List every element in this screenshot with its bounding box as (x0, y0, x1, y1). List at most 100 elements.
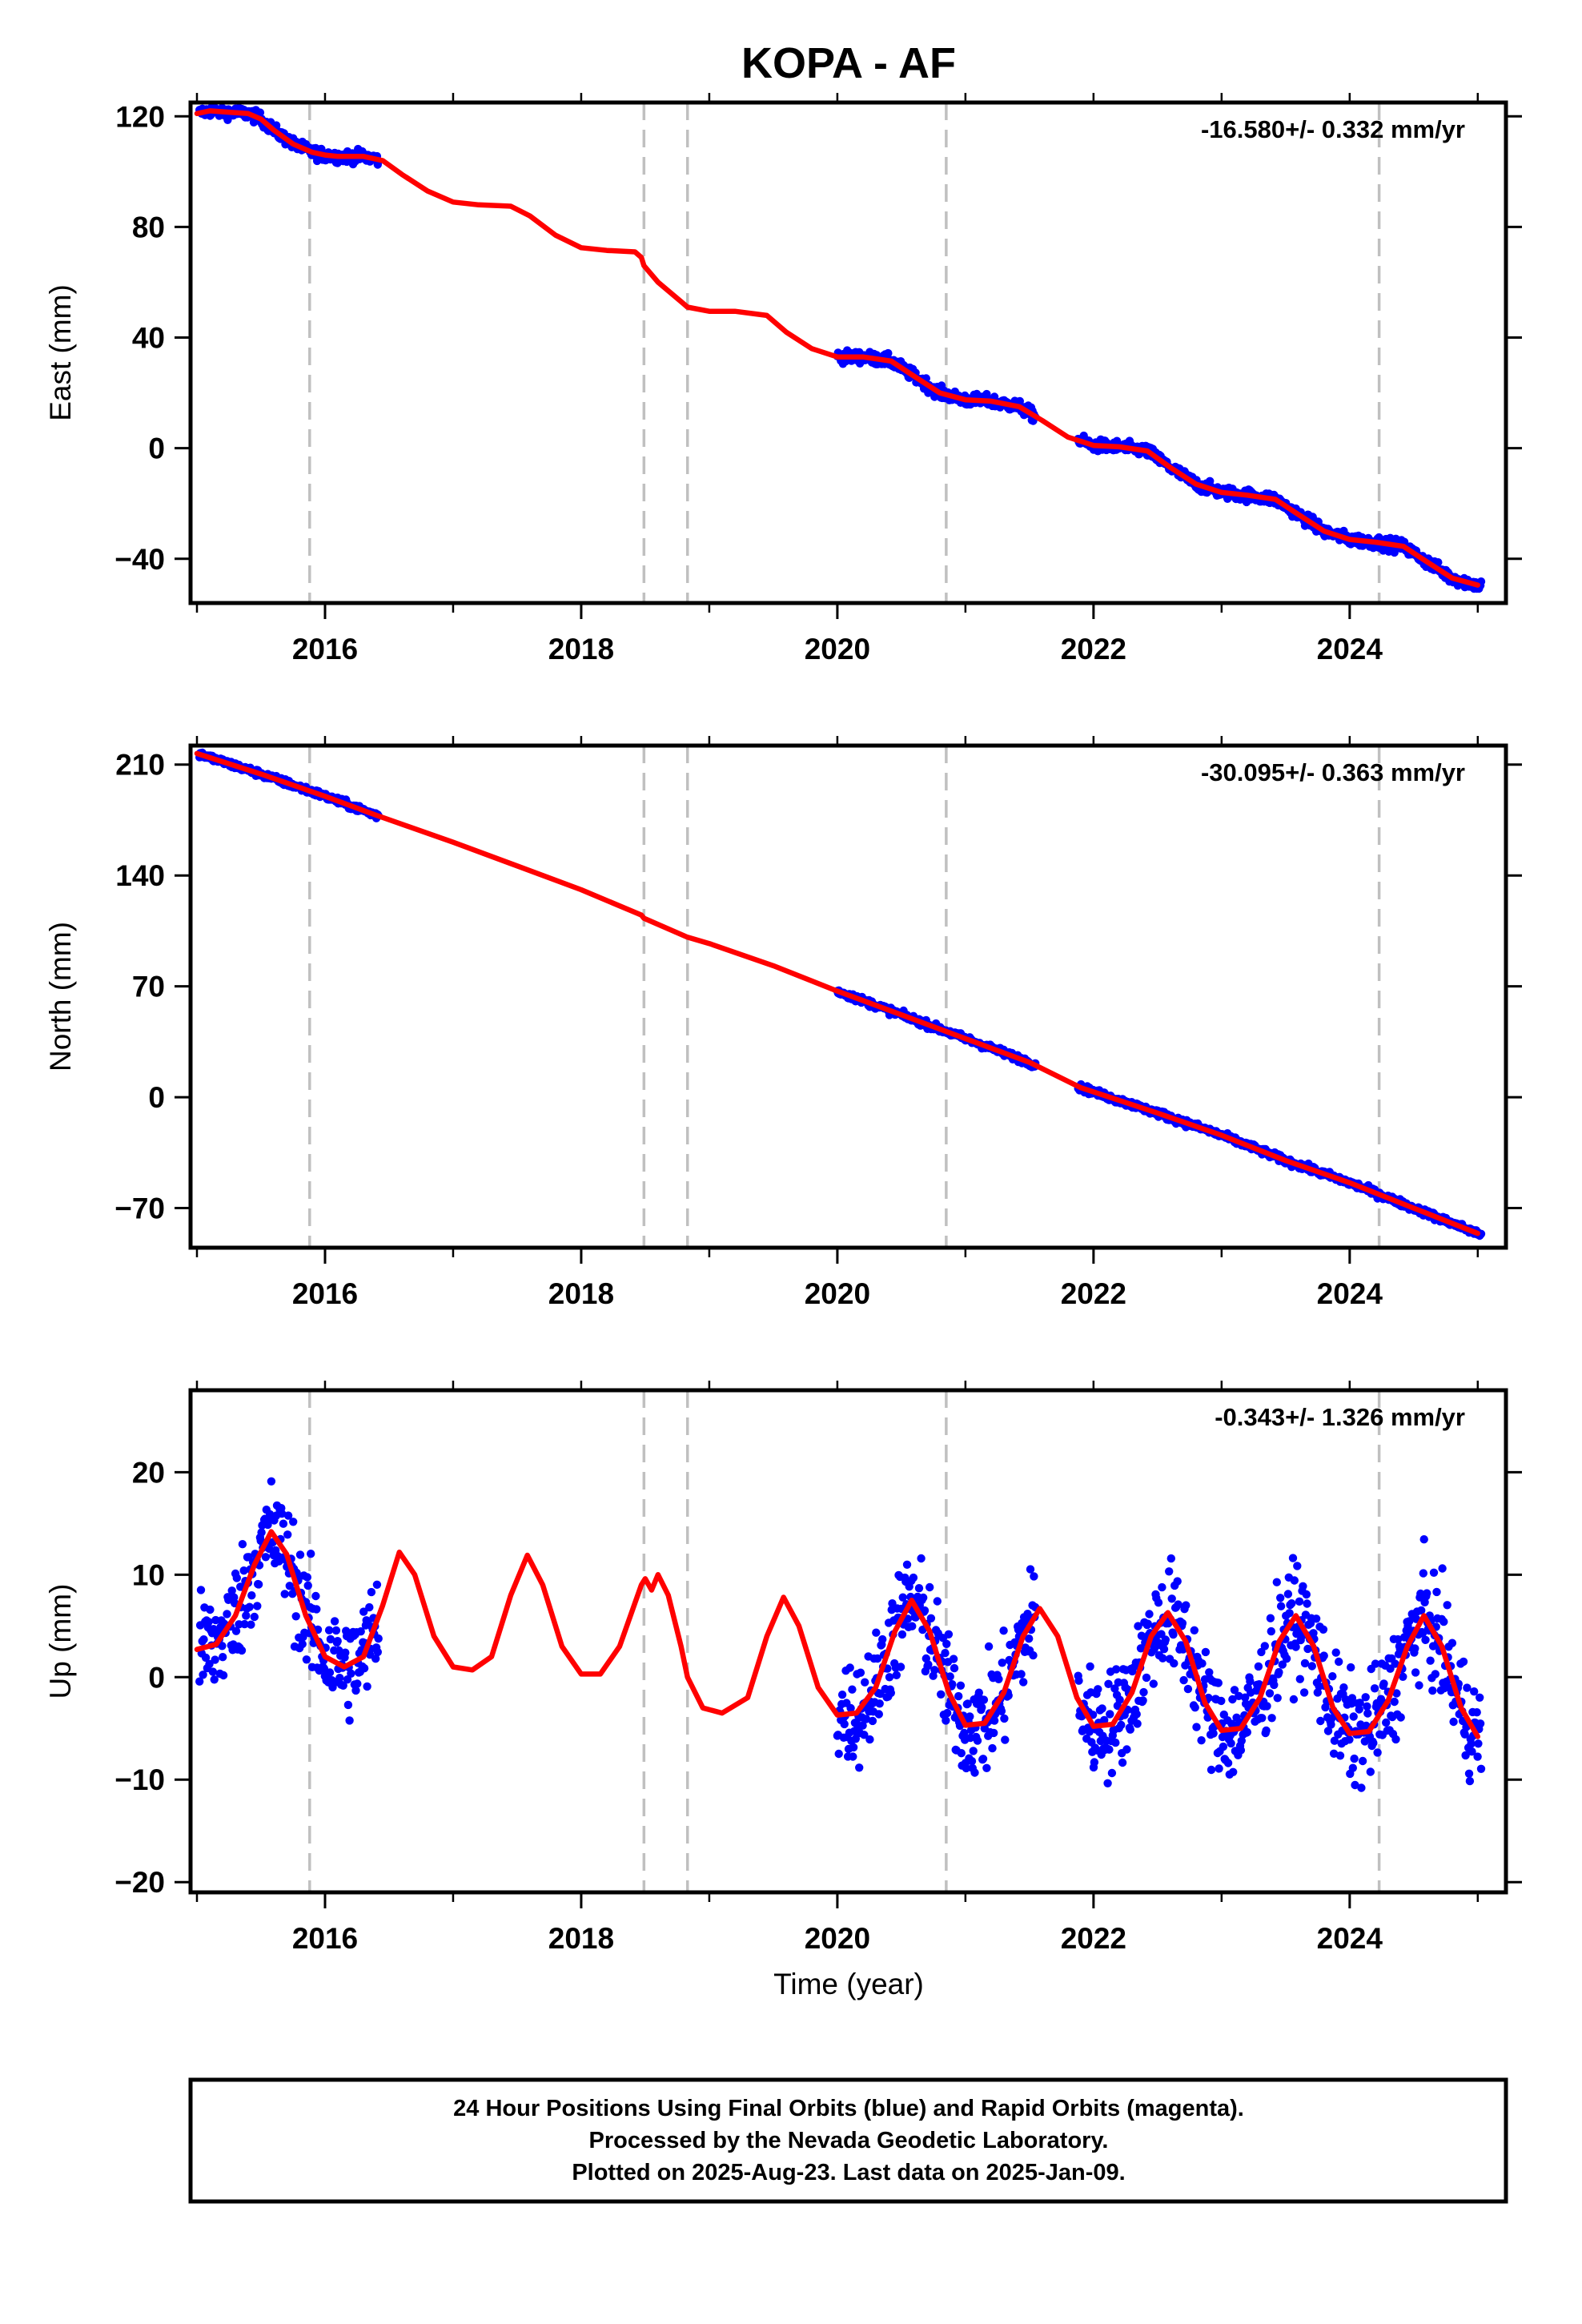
data-point (861, 1715, 871, 1723)
data-point (979, 1695, 989, 1704)
data-point (967, 1757, 977, 1766)
data-point (1243, 1727, 1252, 1737)
data-point (1355, 1699, 1364, 1707)
data-point (1142, 1673, 1151, 1683)
data-point (1393, 1634, 1403, 1644)
data-point (373, 1647, 382, 1657)
data-point (978, 1755, 988, 1763)
data-point (245, 1602, 254, 1611)
data-point (1289, 1695, 1299, 1704)
data-point (1246, 1677, 1255, 1686)
y-tick-label: 40 (132, 322, 165, 355)
data-point (1085, 1727, 1094, 1736)
data-point (1074, 1676, 1083, 1685)
data-point (331, 1626, 341, 1635)
data-point (205, 1659, 214, 1669)
y-tick-label: 80 (132, 211, 165, 243)
data-point (1358, 1756, 1367, 1766)
data-point (1464, 1769, 1474, 1778)
data-point (240, 1619, 249, 1629)
data-point (861, 1678, 869, 1687)
data-point (199, 1635, 208, 1644)
data-point (1470, 1687, 1479, 1696)
data-point (1223, 1759, 1233, 1767)
data-point (1405, 1617, 1414, 1626)
data-point (1459, 1657, 1468, 1667)
data-point (341, 1648, 350, 1657)
figure-title: KOPA - AF (741, 39, 956, 87)
y-tick-label: 0 (148, 432, 165, 465)
model-fit-line (194, 1529, 1481, 1739)
data-point (307, 1550, 315, 1558)
rate-label: -16.580+/- 0.332 mm/yr (1201, 115, 1465, 143)
data-point (963, 1699, 972, 1708)
data-point (363, 1682, 371, 1691)
data-point (324, 1626, 334, 1634)
data-point (1285, 1609, 1294, 1618)
data-point (933, 1597, 942, 1606)
data-point (1347, 1694, 1357, 1703)
data-point (874, 1710, 884, 1719)
data-point (1004, 1691, 1013, 1700)
data-point (277, 1509, 287, 1518)
data-point (1419, 1535, 1428, 1544)
x-tick-label: 2024 (1317, 1277, 1383, 1310)
panel-frame (188, 1388, 1508, 1895)
data-point (1357, 1783, 1366, 1792)
east-panel: 2016 2018 2020 2022 2024 120 80 40 0 −40 East (mm)… (44, 93, 1522, 665)
data-point (982, 1763, 991, 1772)
footer-box: 24 Hour Positions Using Final Orbits (bl… (188, 2077, 1508, 2204)
data-point (1111, 1738, 1120, 1747)
data-point (1278, 1660, 1287, 1669)
data-point (988, 1743, 997, 1753)
footer-frame (188, 2077, 1508, 2204)
data-point (1351, 1780, 1359, 1790)
data-point (1299, 1688, 1309, 1697)
footer-line-1: 24 Hour Positions Using Final Orbits (bl… (453, 2096, 1244, 2121)
data-point (909, 1573, 918, 1582)
data-point (917, 1554, 926, 1563)
data-point (1460, 1730, 1469, 1739)
data-point (1335, 1657, 1343, 1667)
data-point (295, 1550, 305, 1559)
data-point (1327, 1720, 1335, 1729)
data-point (372, 1580, 382, 1590)
y-tick-label: 70 (132, 971, 165, 1003)
x-tick-label: 2018 (548, 1922, 614, 1955)
data-point (359, 1664, 369, 1673)
data-point (1254, 1662, 1263, 1671)
data-point (223, 1610, 231, 1618)
data-point (1265, 1689, 1275, 1698)
data-point (875, 1699, 884, 1708)
data-point (1100, 1715, 1109, 1725)
data-point (204, 1618, 213, 1626)
data-point (914, 1584, 924, 1593)
data-point (254, 1580, 263, 1589)
data-point (1421, 1635, 1430, 1644)
data-point (1345, 1735, 1354, 1744)
x-tick-label: 2016 (292, 633, 358, 665)
data-point (1270, 1680, 1279, 1690)
data-point (941, 1649, 950, 1658)
data-point (1467, 1739, 1476, 1748)
data-point (1001, 1735, 1010, 1744)
y-tick-label: 140 (115, 859, 165, 892)
data-point (896, 1663, 905, 1671)
data-point (1260, 1642, 1270, 1651)
data-point (201, 1653, 211, 1663)
data-point (1029, 1651, 1038, 1660)
data-point (994, 1675, 1003, 1683)
x-tick-label: 2018 (548, 1277, 614, 1310)
x-tick-label: 2018 (548, 633, 614, 665)
data-point (1361, 1693, 1370, 1702)
data-point (999, 1626, 1008, 1635)
data-point (1138, 1696, 1147, 1705)
data-point (1133, 1719, 1142, 1728)
data-point (1272, 1578, 1282, 1586)
data-point (902, 1560, 912, 1570)
data-point (1267, 1626, 1276, 1636)
data-point (303, 1581, 312, 1590)
data-point (1316, 1716, 1325, 1726)
data-point (1179, 1675, 1188, 1685)
data-point (937, 1690, 946, 1699)
